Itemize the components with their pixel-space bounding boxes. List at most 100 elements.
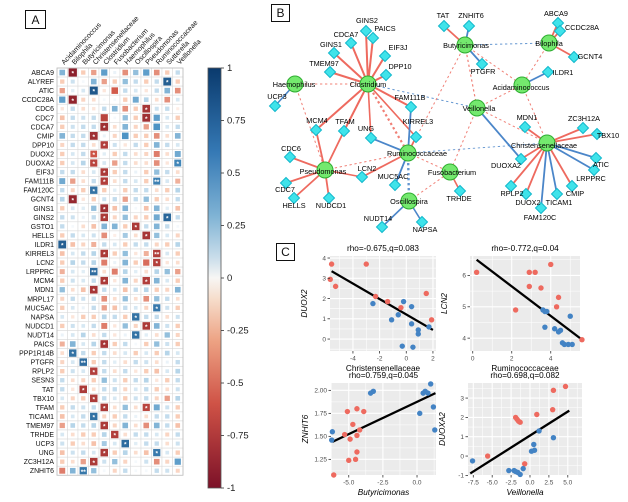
y-tick-label: 1.50 bbox=[314, 434, 327, 441]
significance-star: * bbox=[92, 188, 95, 195]
significance-star: * bbox=[145, 324, 148, 331]
heatmap-cell-square bbox=[81, 97, 86, 102]
heatmap-cell-square bbox=[123, 178, 128, 184]
heatmap-row-label: DUOXA2 bbox=[26, 161, 55, 168]
heatmap-row-label: TICAM1 bbox=[29, 414, 54, 421]
gene-node-diamond-icon bbox=[355, 170, 369, 184]
heatmap-cell-square bbox=[175, 432, 180, 437]
scatter-point-blue bbox=[550, 434, 557, 441]
scatter-point-red bbox=[352, 456, 359, 463]
heatmap-cell-square bbox=[143, 259, 150, 266]
gene-label: NUDT14 bbox=[364, 214, 392, 223]
heatmap-cell-square bbox=[133, 133, 138, 139]
gene-node-diamond-icon bbox=[518, 120, 532, 134]
heatmap-cell-square bbox=[133, 152, 138, 156]
heatmap-cell-square bbox=[60, 360, 65, 365]
heatmap-cell-square bbox=[122, 323, 128, 329]
heatmap-cell-square bbox=[60, 369, 65, 374]
heatmap-cell-square bbox=[89, 457, 98, 466]
heatmap-row-label: PAICS bbox=[34, 342, 55, 349]
heatmap-cell-square bbox=[154, 314, 159, 320]
significance-star: * bbox=[166, 215, 169, 222]
significance-star: * bbox=[92, 152, 95, 159]
heatmap-cell-square bbox=[112, 151, 117, 157]
heatmap-row-label: UNG bbox=[39, 450, 54, 457]
heatmap-cell-square bbox=[81, 414, 86, 419]
heatmap-cell-square bbox=[133, 450, 138, 455]
heatmap-cell-square bbox=[60, 107, 64, 111]
heatmap-cell-square bbox=[112, 242, 117, 247]
heatmap-cell-square bbox=[175, 351, 180, 355]
heatmap-cell-square bbox=[165, 161, 169, 165]
heatmap-cell-square bbox=[165, 224, 170, 229]
heatmap-cell-square bbox=[60, 305, 65, 310]
heatmap-cell-square bbox=[81, 133, 86, 139]
heatmap-cell-square bbox=[122, 196, 128, 202]
heatmap-cell-square bbox=[165, 115, 170, 120]
regression-line bbox=[475, 258, 581, 340]
heatmap-cell-square bbox=[134, 414, 138, 418]
gene-label: CDCA7 bbox=[334, 30, 359, 39]
network-edge bbox=[324, 152, 409, 171]
heatmap-cell-square bbox=[59, 196, 65, 202]
heatmap-cell-square bbox=[102, 106, 107, 111]
heatmap-cell-square bbox=[154, 269, 160, 274]
heatmap-cell-square bbox=[112, 341, 117, 347]
heatmap-cell-square bbox=[153, 258, 161, 267]
heatmap-cell-square bbox=[165, 197, 170, 202]
heatmap-cell-square bbox=[154, 169, 160, 175]
heatmap-cell-square bbox=[175, 323, 180, 329]
heatmap-cell-square bbox=[154, 188, 159, 193]
significance-star: * bbox=[155, 451, 158, 458]
heatmap-cell-square bbox=[123, 188, 128, 193]
heatmap-row-label: DPP10 bbox=[32, 142, 54, 149]
heatmap-row-label: TAT bbox=[42, 387, 55, 394]
heatmap-cell-square bbox=[112, 79, 117, 84]
heatmap-cell-square bbox=[165, 134, 170, 138]
heatmap-cell-square bbox=[113, 233, 117, 237]
heatmap-cell-square bbox=[100, 122, 109, 131]
heatmap-cell-square bbox=[144, 215, 149, 220]
heatmap-cell-square bbox=[113, 360, 117, 364]
scatter-point-blue bbox=[370, 300, 376, 307]
heatmap-row-label: MDN1 bbox=[34, 287, 54, 294]
heatmap-cell-square bbox=[144, 88, 148, 93]
network-labels: GINS2 CDCA7 PAICS GINS1 EIF3J TMEM97 DPP10 UCP3… bbox=[267, 9, 619, 234]
gene-label: TBX10 bbox=[597, 131, 619, 140]
heatmap-cell-square bbox=[89, 394, 98, 403]
network-edge bbox=[546, 142, 597, 159]
x-axis-label: Butyricimonas bbox=[358, 488, 409, 497]
heatmap-cell-square bbox=[80, 160, 86, 166]
heatmap-cell-square bbox=[80, 332, 86, 338]
gene-label: RPLP2 bbox=[500, 189, 523, 198]
y-axis-label: ZNHIT6 bbox=[301, 414, 310, 444]
heatmap-cell-square bbox=[81, 350, 86, 356]
heatmap-cell-square bbox=[102, 287, 107, 292]
heatmap-row-label: KIRREL3 bbox=[25, 251, 54, 258]
heatmap-cell-square bbox=[144, 469, 148, 473]
scatter-title: rho=0.759,q=0.045 bbox=[349, 371, 419, 380]
heatmap-cell-square bbox=[91, 143, 96, 147]
heatmap-cell-square bbox=[123, 378, 128, 383]
heatmap-cell-square bbox=[112, 414, 117, 419]
gene-nodes bbox=[268, 16, 604, 234]
heatmap-cell-square bbox=[175, 70, 180, 75]
heatmap-cell-square bbox=[123, 97, 128, 102]
gene-label: GINS2 bbox=[356, 16, 378, 25]
heatmap-cell-square bbox=[131, 222, 140, 231]
heatmap-cell-square bbox=[165, 169, 170, 175]
scatter-point-blue bbox=[415, 327, 421, 333]
heatmap-cell-square bbox=[100, 276, 109, 285]
x-tick-label: -4 bbox=[350, 356, 356, 363]
heatmap-cell-square bbox=[112, 396, 117, 401]
scatter-point-red bbox=[354, 406, 360, 412]
heatmap-row-label: MRPL17 bbox=[27, 296, 54, 303]
heatmap-cell-square bbox=[143, 251, 149, 257]
heatmap-cell-square bbox=[70, 423, 76, 428]
significance-star: * bbox=[145, 279, 148, 286]
scatter-point-red bbox=[548, 261, 554, 268]
y-tick-label: -1 bbox=[458, 473, 464, 480]
y-tick-label: 3 bbox=[322, 276, 326, 283]
y-tick-label: 1.75 bbox=[314, 411, 327, 418]
bacteria-node bbox=[513, 76, 531, 94]
